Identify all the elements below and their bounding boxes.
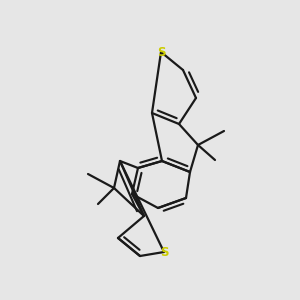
Text: S: S (157, 46, 165, 59)
Text: S: S (160, 245, 168, 259)
